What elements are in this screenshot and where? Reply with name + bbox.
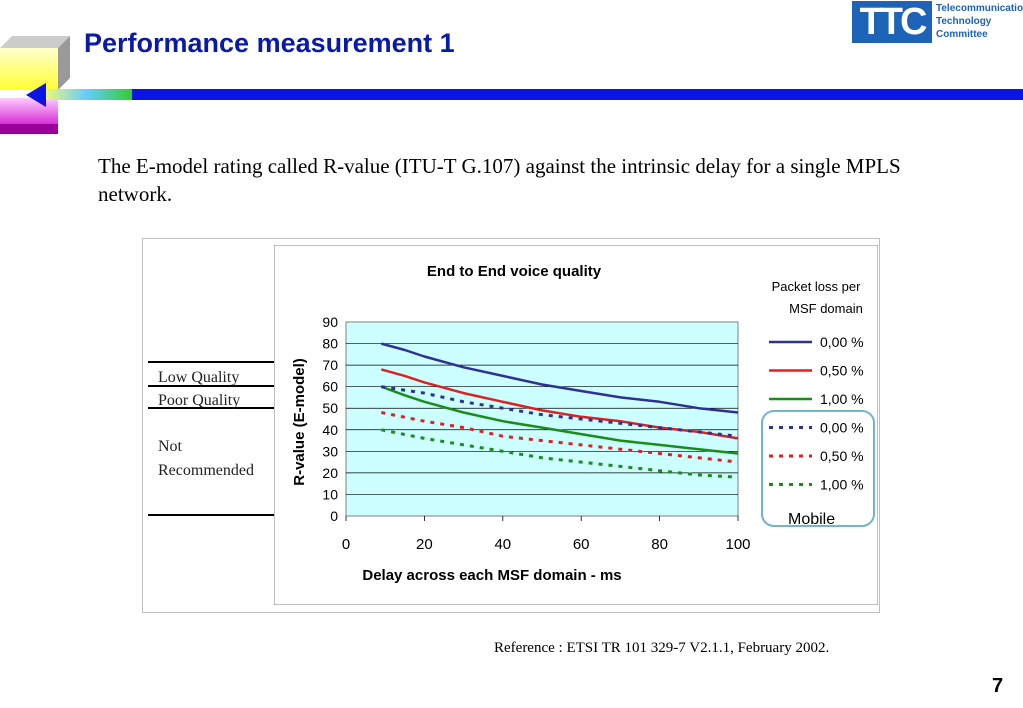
x-tick-label: 20 [416, 536, 433, 553]
page-number: 7 [992, 675, 1004, 697]
legend-label: 0,00 % [820, 334, 864, 350]
y-tick-label: 80 [322, 336, 338, 352]
slide-description: The E-model rating called R-value (ITU-T… [98, 154, 901, 206]
zone-divider [148, 361, 274, 363]
legend-group-label: Mobile [788, 511, 835, 528]
zone-divider [148, 407, 274, 409]
arrow-left-icon [26, 83, 46, 107]
chart-title: End to End voice quality [427, 263, 602, 280]
legend-title: MSF domain [789, 301, 863, 316]
mobile-group-box [761, 410, 875, 527]
series-line [380, 342, 739, 414]
x-tick-label: 40 [494, 536, 511, 553]
logo-line: Telecommunication [936, 3, 1023, 14]
zone-not-recommended: Not [158, 438, 182, 455]
legend-title: Packet loss per [772, 279, 862, 294]
zone-divider [148, 514, 274, 516]
series-line [380, 368, 739, 440]
header-cube [0, 36, 70, 134]
y-tick-label: 40 [322, 422, 338, 438]
x-tick-label: 80 [651, 536, 668, 553]
zone-divider [148, 385, 274, 387]
zone-poor-quality: Poor Quality [158, 392, 241, 409]
ttc-logo: TTC Telecommunication Technology Committ… [852, 0, 1023, 46]
logo-line: Committee [936, 29, 988, 40]
x-tick-label: 60 [573, 536, 590, 553]
ttc-logo-mark: TTC [852, 1, 932, 43]
legend-label: 1,00 % [820, 391, 864, 407]
y-tick-label: 30 [322, 443, 338, 459]
x-tick-label: 100 [725, 536, 750, 553]
legend-label: 1,00 % [820, 477, 864, 493]
legend-label: 0,50 % [820, 448, 864, 464]
slide-title: Performance measurement 1 [84, 28, 455, 58]
legend-label: 0,00 % [820, 420, 864, 436]
legend-label: 0,50 % [820, 363, 864, 379]
series-line [381, 428, 739, 479]
y-tick-label: 60 [322, 379, 338, 395]
series-line [381, 411, 739, 464]
y-tick-label: 20 [322, 465, 338, 481]
reference-note: Reference : ETSI TR 101 329-7 V2.1.1, Fe… [494, 640, 830, 656]
ttc-logo-text: Telecommunication Technology Committee [936, 2, 1023, 41]
y-tick-label: 0 [330, 508, 338, 524]
header-color-bar [40, 89, 132, 100]
y-tick-label: 70 [322, 357, 338, 373]
header-blue-bar [132, 89, 1023, 100]
y-tick-label: 90 [322, 314, 338, 330]
x-axis-label: Delay across each MSF domain - ms [362, 567, 621, 584]
series-line [381, 385, 739, 438]
zone-low-quality: Low Quality [158, 369, 240, 386]
x-tick-label: 0 [342, 536, 350, 553]
zone-not-recommended-cont: Recommended [158, 462, 254, 479]
y-tick-label: 50 [322, 400, 338, 416]
voice-quality-chart: 0 10 20 30 40 50 60 70 80 90 0 20 40 60 80 100 End to En… [274, 245, 878, 605]
y-axis-label: R-value (E-model) [291, 358, 308, 486]
series-line [380, 385, 739, 455]
slide-header-decoration [0, 36, 1023, 134]
y-tick-label: 10 [322, 486, 338, 502]
logo-line: Technology [936, 16, 992, 27]
